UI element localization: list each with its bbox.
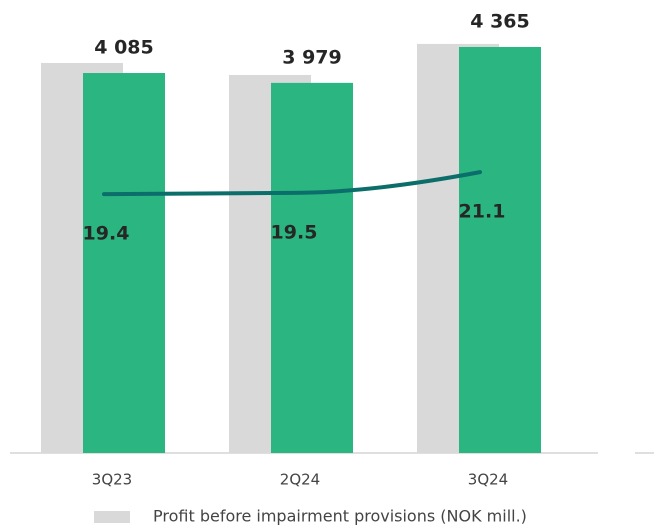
line-label: 21.1 [459,201,506,223]
x-tick-label: 3Q23 [92,471,132,489]
x-tick-label: 2Q24 [280,471,320,489]
legend-label: Profit before impairment provisions (NOK… [153,507,527,526]
line-label: 19.5 [271,221,318,243]
line-label: 19.4 [83,223,130,245]
legend-swatch [94,511,130,523]
value-label: 4 365 [470,10,530,32]
x-tick-label: 3Q24 [468,471,508,489]
bar [271,82,353,454]
value-label: 3 979 [282,46,342,68]
value-label: 4 085 [94,37,154,59]
bar [83,73,165,454]
bar [459,46,541,453]
line [102,170,482,197]
